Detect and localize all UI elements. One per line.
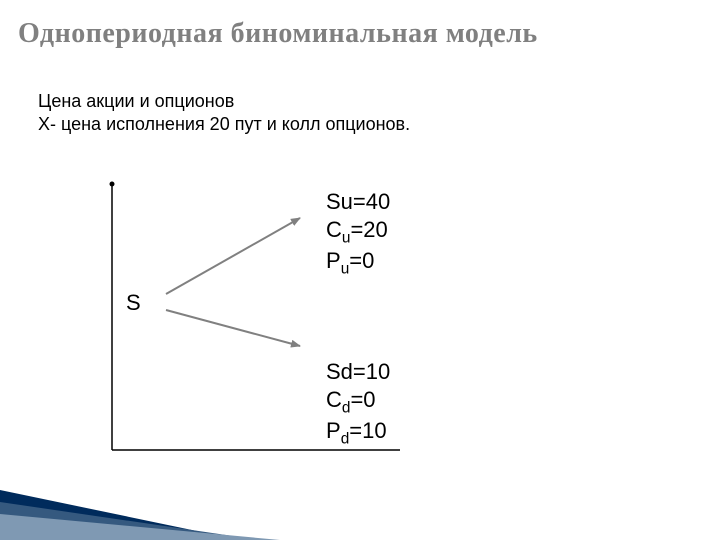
slide-subtitle: Цена акции и опционов X- цена исполнения… xyxy=(38,90,410,137)
diagram-svg xyxy=(90,180,450,470)
corner-decoration xyxy=(0,480,300,540)
binomial-tree-diagram: S Su=40Cu=20Pu=0 Sd=10Cd=0Pd=10 xyxy=(90,180,450,460)
arrow-up xyxy=(166,218,300,294)
subtitle-line2: X- цена исполнения 20 пут и колл опционо… xyxy=(38,114,410,134)
root-node-label: S xyxy=(126,290,141,316)
down-state-values: Sd=10Cd=0Pd=10 xyxy=(326,358,390,449)
arrow-down xyxy=(166,310,300,346)
title-text: Однопериодная биноминальная модель xyxy=(18,18,538,49)
slide-title: Однопериодная биноминальная модель xyxy=(18,18,702,50)
subtitle-line1: Цена акции и опционов xyxy=(38,91,234,111)
up-state-values: Su=40Cu=20Pu=0 xyxy=(326,188,390,279)
